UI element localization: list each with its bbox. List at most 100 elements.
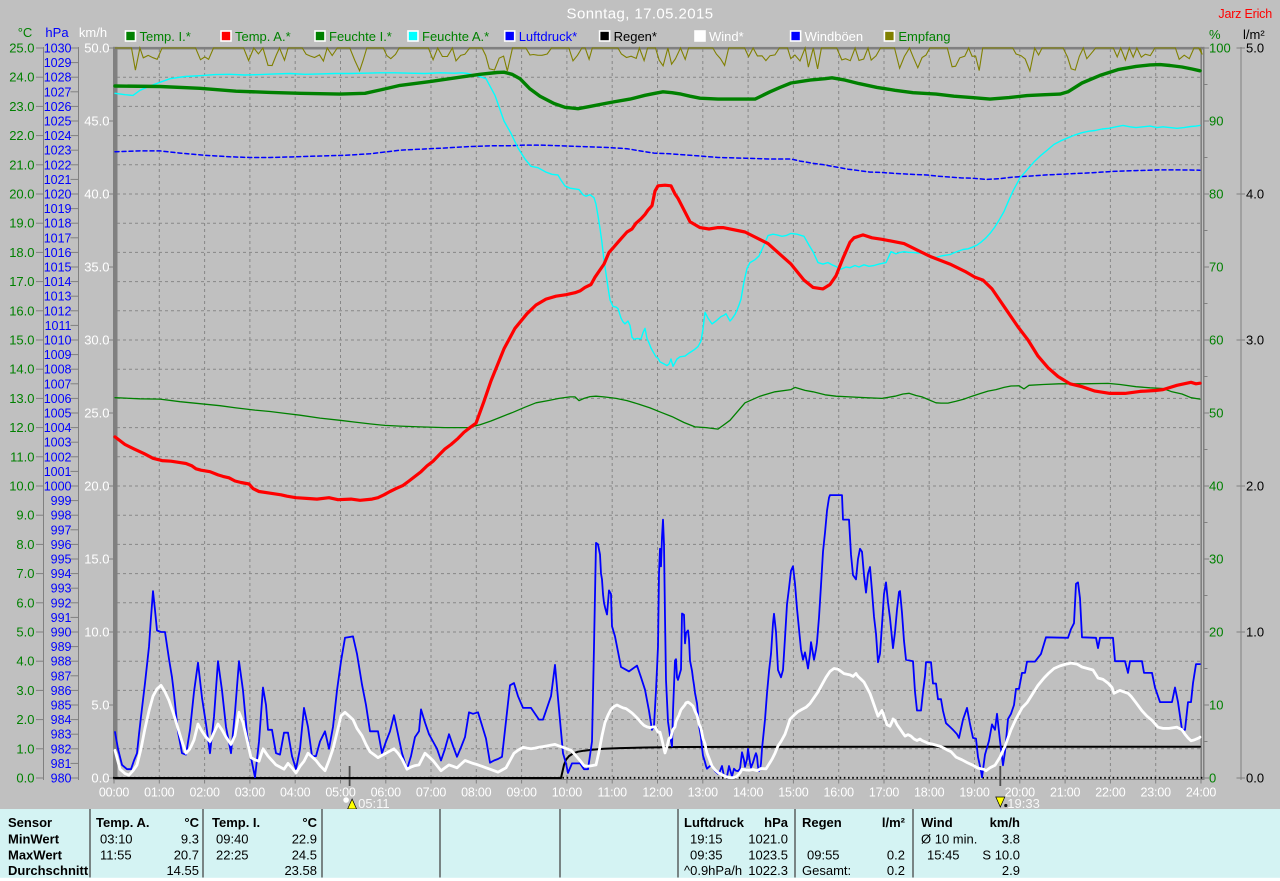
svg-text:8.0: 8.0 — [16, 537, 34, 552]
svg-text:35.0: 35.0 — [84, 260, 109, 275]
svg-text:16.0: 16.0 — [9, 303, 34, 318]
svg-text:MaxWert: MaxWert — [8, 848, 63, 863]
svg-text:22:00: 22:00 — [1095, 786, 1126, 800]
svg-text:40: 40 — [1209, 479, 1223, 494]
svg-text:01:00: 01:00 — [144, 786, 175, 800]
svg-text:1020: 1020 — [44, 188, 72, 202]
svg-text:11.0: 11.0 — [10, 449, 34, 464]
svg-text:Feuchte I.*: Feuchte I.* — [329, 29, 392, 44]
svg-text:22.0: 22.0 — [9, 128, 34, 143]
svg-text:19:33: 19:33 — [1007, 796, 1040, 811]
svg-text:1003: 1003 — [44, 436, 72, 450]
svg-text:Sonntag, 17.05.2015: Sonntag, 17.05.2015 — [567, 6, 714, 23]
svg-text:20: 20 — [1209, 625, 1223, 640]
svg-text:1016: 1016 — [44, 246, 72, 260]
svg-text:985: 985 — [51, 699, 72, 713]
svg-text:Feuchte A.*: Feuchte A.* — [422, 29, 489, 44]
svg-text:km/h: km/h — [990, 815, 1020, 830]
svg-text:16:00: 16:00 — [824, 786, 855, 800]
svg-text:13:00: 13:00 — [688, 786, 719, 800]
svg-text:11:55: 11:55 — [100, 848, 132, 863]
svg-text:5.0: 5.0 — [16, 625, 34, 640]
svg-text:Wind: Wind — [921, 815, 953, 830]
svg-text:Regen*: Regen* — [614, 29, 657, 44]
svg-text:1025: 1025 — [44, 115, 72, 129]
svg-text:998: 998 — [51, 509, 72, 523]
svg-text:30.0: 30.0 — [84, 333, 109, 348]
svg-text:2.9: 2.9 — [1002, 863, 1020, 878]
svg-text:03:10: 03:10 — [100, 832, 133, 847]
svg-text:20.0: 20.0 — [84, 479, 109, 494]
svg-text:0.0: 0.0 — [91, 771, 109, 786]
svg-text:987: 987 — [51, 669, 72, 683]
svg-text:100: 100 — [1209, 41, 1231, 56]
svg-text:22:25: 22:25 — [216, 848, 249, 863]
svg-text:09:00: 09:00 — [506, 786, 537, 800]
svg-text:05:11: 05:11 — [358, 796, 390, 811]
svg-text:4.0: 4.0 — [1246, 187, 1264, 202]
svg-text:l/m²: l/m² — [882, 815, 906, 830]
svg-text:3.8: 3.8 — [1002, 832, 1020, 847]
svg-text:20.7: 20.7 — [174, 848, 199, 863]
svg-text:08:00: 08:00 — [461, 786, 492, 800]
svg-text:^0.9hPa/h: ^0.9hPa/h — [684, 863, 742, 878]
svg-text:02:00: 02:00 — [189, 786, 220, 800]
svg-text:993: 993 — [51, 582, 72, 596]
svg-text:1000: 1000 — [44, 480, 72, 494]
svg-text:14:00: 14:00 — [733, 786, 764, 800]
svg-text:5.0: 5.0 — [91, 698, 109, 713]
svg-text:6.0: 6.0 — [16, 595, 34, 610]
svg-text:06:00: 06:00 — [371, 786, 402, 800]
svg-text:50.0: 50.0 — [84, 41, 109, 56]
svg-text:04:00: 04:00 — [280, 786, 311, 800]
svg-text:9.0: 9.0 — [16, 508, 34, 523]
svg-text:996: 996 — [51, 538, 72, 552]
svg-text:989: 989 — [51, 640, 72, 654]
svg-text:23.58: 23.58 — [284, 863, 317, 878]
svg-text:23:00: 23:00 — [1141, 786, 1172, 800]
svg-text:3.0: 3.0 — [16, 683, 34, 698]
svg-text:1004: 1004 — [44, 421, 72, 435]
svg-text:Luftdruck: Luftdruck — [684, 815, 745, 830]
svg-text:23.0: 23.0 — [9, 99, 34, 114]
svg-text:1015: 1015 — [44, 261, 72, 275]
svg-text:992: 992 — [51, 596, 72, 610]
svg-text:03:00: 03:00 — [235, 786, 266, 800]
svg-text:%: % — [1209, 27, 1221, 42]
svg-text:990: 990 — [51, 626, 72, 640]
svg-text:983: 983 — [51, 728, 72, 742]
svg-text:15.0: 15.0 — [9, 333, 34, 348]
svg-text:24.0: 24.0 — [9, 70, 34, 85]
svg-text:19:15: 19:15 — [690, 832, 723, 847]
svg-text:1014: 1014 — [44, 275, 72, 289]
svg-text:18:00: 18:00 — [914, 786, 945, 800]
svg-text:Ø 10 min.: Ø 10 min. — [921, 832, 977, 847]
svg-text:15:00: 15:00 — [778, 786, 809, 800]
svg-text:10.0: 10.0 — [84, 625, 109, 640]
svg-text:Gesamt:: Gesamt: — [802, 863, 851, 878]
svg-text:20:00: 20:00 — [1005, 786, 1036, 800]
svg-text:hPa: hPa — [45, 25, 69, 40]
svg-text:70: 70 — [1209, 260, 1223, 275]
svg-text:5.0: 5.0 — [1246, 41, 1264, 56]
svg-text:21:00: 21:00 — [1050, 786, 1081, 800]
svg-text:1030: 1030 — [44, 42, 72, 56]
svg-text:1026: 1026 — [44, 100, 72, 114]
svg-text:7.0: 7.0 — [16, 566, 34, 581]
svg-text:981: 981 — [51, 757, 72, 771]
svg-text:15:45: 15:45 — [927, 848, 960, 863]
svg-text:10:00: 10:00 — [552, 786, 583, 800]
svg-text:1.0: 1.0 — [16, 741, 34, 756]
svg-text:09:35: 09:35 — [690, 848, 723, 863]
svg-text:Temp. A.*: Temp. A.* — [235, 29, 291, 44]
svg-text:14.0: 14.0 — [9, 362, 34, 377]
svg-text:00:00: 00:00 — [99, 786, 130, 800]
svg-text:Windböen: Windböen — [805, 29, 864, 44]
svg-text:2.0: 2.0 — [1246, 479, 1264, 494]
svg-text:4.0: 4.0 — [16, 654, 34, 669]
svg-text:1023.5: 1023.5 — [748, 848, 788, 863]
svg-text:Temp. I.: Temp. I. — [212, 815, 260, 830]
svg-text:995: 995 — [51, 553, 72, 567]
svg-text:30: 30 — [1209, 552, 1223, 567]
svg-text:17.0: 17.0 — [9, 274, 34, 289]
